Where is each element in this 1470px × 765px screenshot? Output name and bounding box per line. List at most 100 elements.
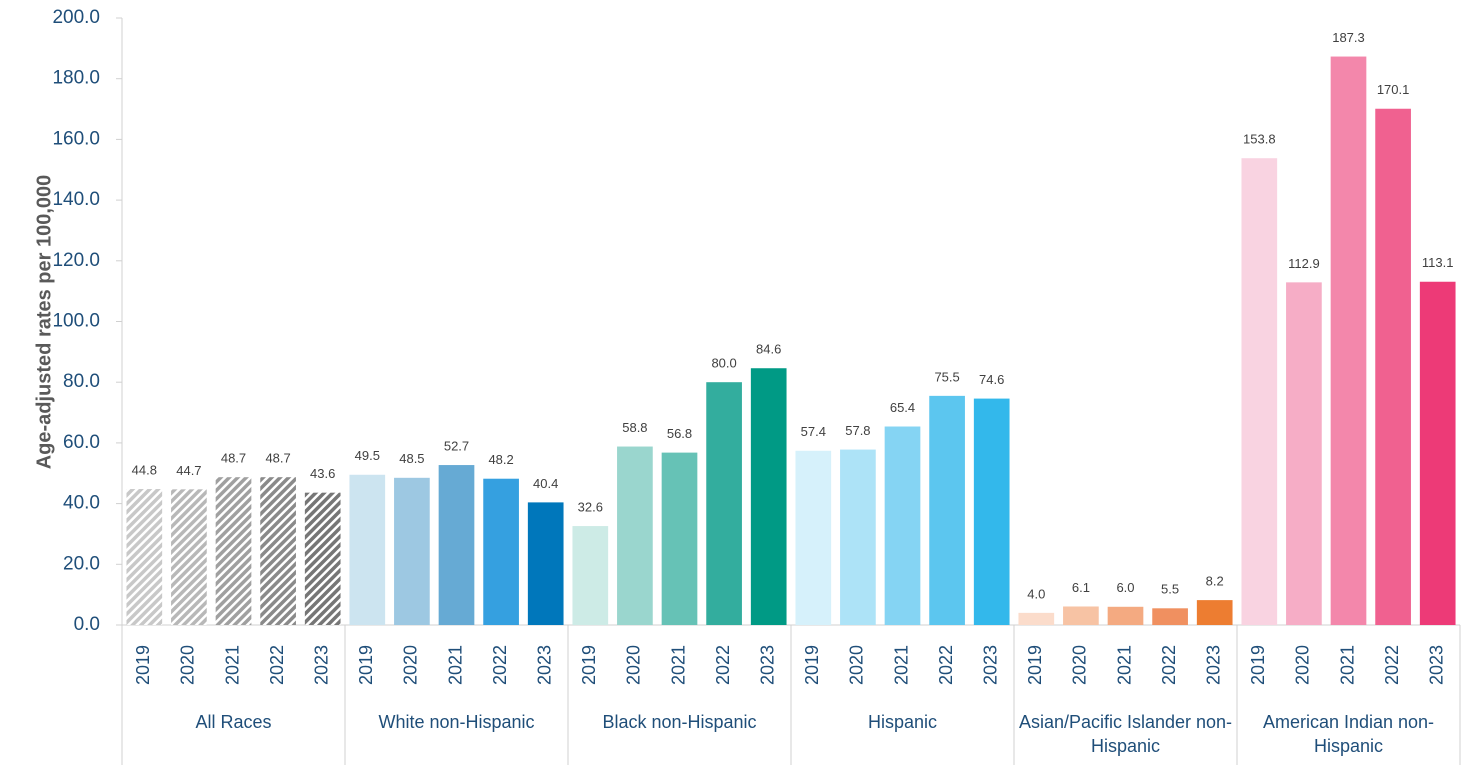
- bar: [483, 478, 519, 625]
- bar: [304, 492, 341, 625]
- group-label: American Indian non-Hispanic: [1262, 712, 1435, 756]
- data-label: 112.9: [1288, 256, 1320, 271]
- x-tick-label: 2019: [1248, 645, 1268, 685]
- x-tick-label: 2019: [579, 645, 599, 685]
- x-tick-label: 2023: [1203, 645, 1223, 685]
- bar: [795, 450, 832, 625]
- bar: [394, 477, 430, 625]
- data-label: 58.8: [622, 420, 647, 435]
- x-tick-label: 2020: [847, 645, 867, 685]
- bar: [973, 398, 1010, 625]
- data-label: 48.5: [399, 451, 424, 466]
- bar: [661, 452, 698, 625]
- group-label: White non-Hispanic: [378, 712, 535, 732]
- x-tick-label: 2023: [311, 645, 331, 685]
- y-tick-label: 40.0: [63, 493, 100, 514]
- x-tick-label: 2023: [757, 645, 777, 685]
- bar: [706, 382, 742, 625]
- x-tick-label: 2019: [802, 645, 822, 685]
- bar: [215, 477, 252, 625]
- bar: [929, 395, 965, 625]
- bar: [527, 502, 564, 625]
- y-tick-label: 120.0: [52, 250, 100, 271]
- x-tick-label: 2021: [222, 645, 242, 685]
- group-label: Hispanic: [867, 712, 938, 732]
- y-axis-label: Age-adjusted rates per 100,000: [33, 175, 55, 470]
- data-label: 44.7: [176, 463, 201, 478]
- x-tick-label: 2019: [133, 645, 153, 685]
- bar: [572, 526, 609, 625]
- x-tick-label: 2022: [267, 645, 287, 685]
- data-label: 40.4: [533, 476, 558, 491]
- x-tick-label: 2020: [178, 645, 198, 685]
- bar: [1419, 281, 1456, 625]
- data-label: 113.1: [1422, 255, 1454, 270]
- bar: [1107, 606, 1144, 625]
- bar: [884, 426, 921, 625]
- bar: [1152, 608, 1188, 625]
- data-label: 57.4: [801, 424, 826, 439]
- x-tick-label: 2023: [980, 645, 1000, 685]
- x-tick-label: 2021: [668, 645, 688, 685]
- data-label: 43.6: [310, 466, 335, 481]
- y-tick-label: 100.0: [52, 311, 100, 332]
- x-tick-label: 2020: [1070, 645, 1090, 685]
- x-tick-label: 2021: [1114, 645, 1134, 685]
- y-tick-label: 160.0: [52, 128, 100, 149]
- y-tick-label: 0.0: [74, 614, 100, 635]
- x-tick-label: 2020: [1293, 645, 1313, 685]
- data-label: 65.4: [890, 400, 915, 415]
- y-tick-label: 20.0: [63, 553, 100, 574]
- x-tick-label: 2022: [936, 645, 956, 685]
- x-tick-label: 2019: [356, 645, 376, 685]
- x-tick-label: 2022: [713, 645, 733, 685]
- bar: [1018, 612, 1055, 625]
- bar: [1063, 606, 1099, 625]
- data-label: 57.8: [845, 423, 870, 438]
- data-label: 6.1: [1072, 580, 1090, 595]
- x-tick-label: 2019: [1025, 645, 1045, 685]
- x-tick-label: 2022: [1159, 645, 1179, 685]
- x-tick-label: 2023: [1426, 645, 1446, 685]
- y-tick-label: 200.0: [52, 7, 100, 28]
- bar: [1330, 56, 1367, 626]
- data-label: 48.7: [221, 451, 246, 466]
- x-tick-label: 2021: [891, 645, 911, 685]
- data-label: 80.0: [711, 356, 736, 371]
- bar: [840, 449, 876, 625]
- bar: [1196, 600, 1233, 625]
- x-tick-label: 2020: [624, 645, 644, 685]
- x-tick-label: 2020: [401, 645, 421, 685]
- bar: [260, 477, 296, 625]
- data-label: 49.5: [355, 448, 380, 463]
- data-label: 48.7: [265, 451, 290, 466]
- bar: [126, 489, 163, 625]
- data-label: 170.1: [1377, 82, 1410, 97]
- data-label: 187.3: [1332, 30, 1365, 45]
- x-tick-label: 2023: [534, 645, 554, 685]
- y-tick-label: 80.0: [63, 371, 100, 392]
- data-label: 56.8: [667, 426, 692, 441]
- data-label: 6.0: [1116, 580, 1134, 595]
- data-label: 74.6: [979, 372, 1004, 387]
- bar: [617, 446, 653, 625]
- group-label: Black non-Hispanic: [602, 712, 757, 732]
- data-label: 153.8: [1243, 132, 1276, 147]
- data-label: 5.5: [1161, 582, 1179, 597]
- data-label: 4.0: [1027, 586, 1045, 601]
- bar: [750, 368, 787, 625]
- y-tick-label: 60.0: [63, 432, 100, 453]
- bar: [1375, 108, 1411, 625]
- x-tick-label: 2022: [1382, 645, 1402, 685]
- data-label: 52.7: [444, 438, 469, 453]
- bar: [1286, 282, 1322, 625]
- group-label: Asian/Pacific Islander non-Hispanic: [1018, 712, 1233, 756]
- data-label: 44.8: [132, 462, 157, 477]
- bar: [1241, 158, 1278, 626]
- y-tick-label: 140.0: [52, 189, 100, 210]
- bar: [349, 474, 386, 625]
- bar: [171, 489, 207, 625]
- data-label: 48.2: [488, 452, 513, 467]
